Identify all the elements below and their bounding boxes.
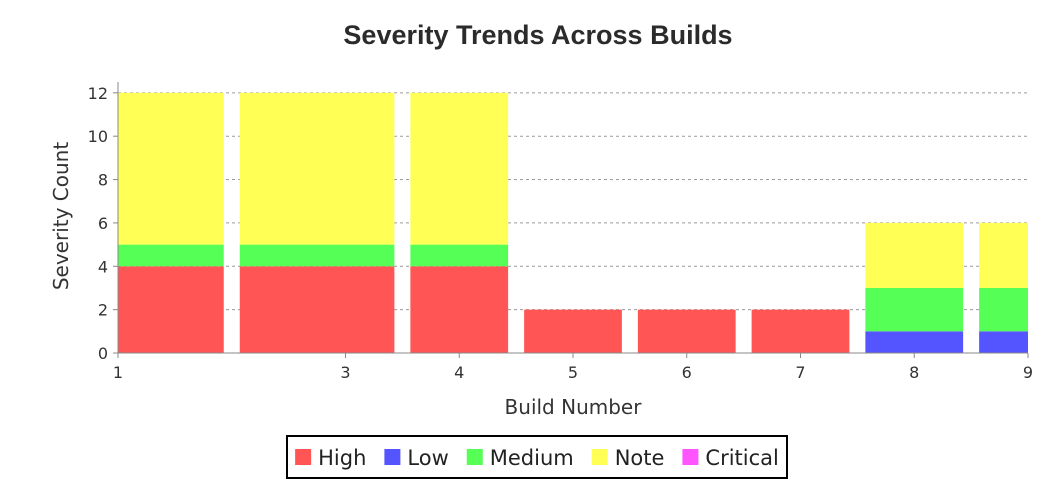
- y-tick-label: 6: [98, 214, 108, 233]
- bar-segment-high-build-5: [524, 309, 622, 353]
- bar-segment-high-build-1: [118, 266, 224, 353]
- legend-label-low: Low: [407, 446, 448, 470]
- axes: 0 2 4 6 8 10 12 1 3 4 5 6 7 8 9: [88, 82, 1033, 382]
- bar-segment-note-build-8: [865, 222, 964, 288]
- x-axis-label: Build Number: [505, 395, 643, 419]
- legend-swatch-low: [384, 449, 401, 465]
- bar-segment-medium-build-8: [865, 287, 964, 332]
- bar-segment-low-build-9: [979, 331, 1028, 353]
- x-tick-label: 6: [682, 363, 692, 382]
- x-tick-label: 1: [113, 363, 123, 382]
- legend-label-critical: Critical: [705, 446, 778, 470]
- bar-segment-medium-build-4: [410, 244, 509, 267]
- legend-label-high: High: [318, 446, 366, 470]
- x-tick-label: 8: [909, 363, 919, 382]
- legend-label-note: Note: [615, 446, 665, 470]
- x-tick-label: 4: [454, 363, 464, 382]
- x-tick-label: 3: [340, 363, 350, 382]
- x-tick-label: 5: [568, 363, 578, 382]
- chart-title: Severity Trends Across Builds: [343, 20, 732, 50]
- legend-label-medium: Medium: [490, 446, 574, 470]
- bar-segment-low-build-8: [865, 331, 964, 353]
- bar-segment-high-build-6: [637, 309, 736, 353]
- y-tick-label: 8: [98, 171, 108, 190]
- y-tick-label: 2: [98, 301, 108, 320]
- y-axis-label: Severity Count: [49, 142, 73, 291]
- y-tick-label: 12: [88, 84, 108, 103]
- legend-swatch-medium: [466, 449, 483, 465]
- legend-swatch-note: [591, 449, 608, 465]
- bar-segment-medium-build-1: [118, 244, 224, 267]
- legend-frame: [286, 435, 788, 479]
- legend-swatch-critical: [682, 449, 699, 465]
- bar-segment-high-build-3: [239, 266, 395, 353]
- x-tick-label: 7: [795, 363, 805, 382]
- bar-segment-note-build-9: [979, 222, 1028, 288]
- bars: [118, 92, 1028, 353]
- x-tick-label: 9: [1023, 363, 1033, 382]
- bar-segment-note-build-4: [410, 92, 509, 245]
- bar-segment-medium-build-3: [239, 244, 395, 267]
- legend: High Low Medium Note Critical: [286, 435, 788, 479]
- legend-swatch-high: [295, 449, 312, 465]
- bar-segment-high-build-4: [410, 266, 509, 353]
- bar-segment-medium-build-9: [979, 287, 1028, 332]
- bar-segment-note-build-1: [118, 92, 224, 245]
- bar-segment-high-build-7: [751, 309, 850, 353]
- y-tick-label: 10: [88, 127, 108, 146]
- y-tick-label: 4: [98, 257, 108, 276]
- bar-segment-note-build-3: [239, 92, 395, 245]
- y-tick-label: 0: [98, 344, 108, 363]
